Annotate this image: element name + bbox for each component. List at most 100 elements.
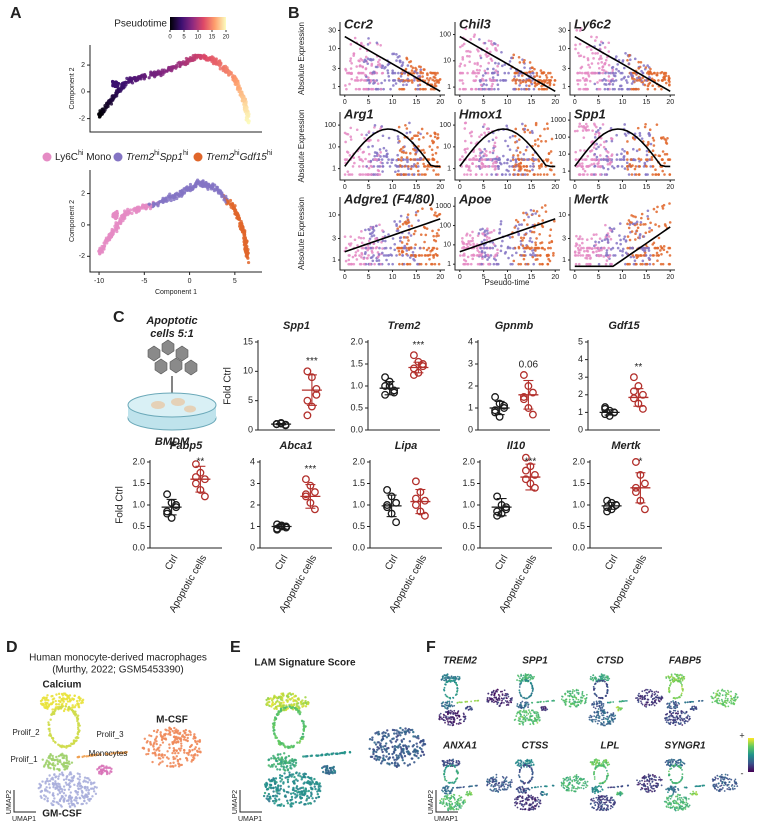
cell-dot [462,72,465,75]
cell-dot [422,163,425,166]
cell-dot [93,781,95,783]
cell-dot [481,166,484,169]
cell-dot [619,72,622,75]
cell-dot [628,62,631,65]
cell-dot [406,161,409,164]
cell-dot [68,802,70,804]
y-tick-label: 0.5 [572,521,585,531]
x-tick-label: Ctrl [273,553,290,572]
cell-dot [514,135,517,138]
cell-dot [47,699,49,701]
cell-dot [47,766,49,768]
cell-dot [231,75,234,78]
cell-dot [463,173,466,176]
cell-dot [419,68,422,71]
cell-dot [148,76,151,79]
cell-dot [368,79,371,82]
cell-dot [350,67,353,70]
cell-dot [133,207,136,210]
significance-label: ** [635,362,643,373]
cell-dot [594,165,597,168]
cell-dot [643,254,646,257]
cell-dot [478,38,481,41]
axis [590,460,662,548]
cell-dot [484,251,487,254]
x-tick-label: 20 [551,99,559,106]
cell-dot [575,263,578,266]
cell-dot [362,165,365,168]
cell-dot [57,803,59,805]
cell-dot [394,72,397,75]
cell-dot [420,263,423,266]
cell-dot [232,207,235,210]
cell-dot [668,263,671,266]
cell-dot [515,158,518,161]
cell-dot [664,153,667,156]
cell-dot [386,69,389,72]
cell-dot [514,173,517,176]
cell-dot [360,133,363,136]
axis [370,460,442,548]
cell-dot [185,57,188,60]
cell-dot [522,244,525,247]
cell-dot [435,253,438,256]
cell-dot [423,241,426,244]
cell-dot [629,223,632,226]
cell-dot [485,154,488,157]
plot-area [340,22,445,95]
cell-dot [639,134,642,137]
cell-dot [354,37,357,40]
cell-dot [608,64,611,67]
cell-dot [621,88,624,91]
cell-dot [518,138,521,141]
cell-dot [190,188,193,191]
cell-dot [475,75,478,78]
cell-dot [665,141,668,144]
cell-dot [426,132,429,135]
cell-dot [644,223,647,226]
chart-title: Gdf15 [608,320,640,332]
cell-dot [586,257,589,260]
cell-dot [534,143,537,146]
cell-dot [525,84,528,87]
cell-dot [95,793,97,795]
x-tick-label: 15 [412,184,420,191]
cell-dot [534,85,537,88]
cell-dot [357,249,360,252]
cell-dot [356,76,359,79]
cell-dot [361,65,364,68]
cell-dot [583,250,586,253]
cell-dot [493,243,496,246]
cell-dot [645,165,648,168]
cell-dot [471,162,474,165]
cell-dot [459,88,462,91]
cell-dot [425,263,428,266]
cell-dot [152,204,155,207]
cell-dot [513,165,516,168]
cell-dot [48,774,50,776]
cell-dot [79,785,81,787]
y-tick-label: 0 [81,222,85,229]
cell-dot [616,153,619,156]
cell-dot [186,185,189,188]
cell-dot [581,238,584,241]
cell-dot [607,241,610,244]
cell-dot [484,165,487,168]
cell-dot [612,72,615,75]
cell-dot [536,254,539,257]
cell-dot [545,158,548,161]
cell-dot [60,804,62,806]
cell-dot [630,73,633,76]
cell-dot [621,60,624,63]
cell-dot [361,241,364,244]
cell-dot [496,79,499,82]
cell-dot [405,79,408,82]
cell-dot [512,260,515,263]
cell-dot [354,238,357,241]
cell-dot [517,88,520,91]
cell-dot [414,67,417,70]
cell-dot [609,229,612,232]
cell-dot [645,66,648,69]
colorbar-tick-label: 0 [168,35,172,41]
cell-dot [459,46,462,49]
